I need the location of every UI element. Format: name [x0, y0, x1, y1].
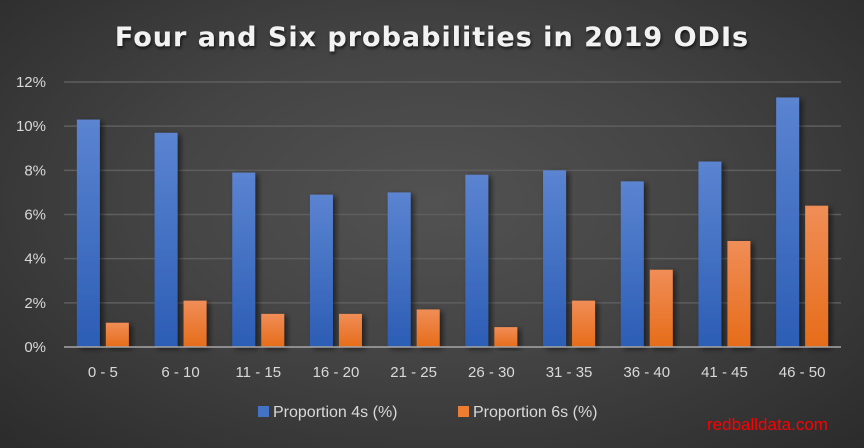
y-tick-label: 0%: [24, 339, 46, 356]
bar-4s: [543, 170, 567, 347]
y-tick-label: 8%: [24, 162, 46, 179]
y-tick-label: 10%: [16, 118, 46, 135]
y-tick-label: 6%: [24, 207, 46, 224]
x-tick-label: 36 - 40: [623, 364, 670, 381]
legend-label-4s: Proportion 4s (%): [273, 404, 398, 421]
bar-6s: [494, 327, 518, 347]
legend-label-6s: Proportion 6s (%): [473, 404, 598, 421]
x-tick-label: 16 - 20: [313, 364, 360, 381]
bar-4s: [232, 172, 256, 347]
bars: [76, 97, 829, 348]
x-tick-label: 41 - 45: [701, 364, 748, 381]
bar-4s: [154, 132, 178, 347]
legend-swatch-4s: [258, 406, 269, 417]
bar-4s: [76, 119, 100, 348]
bar-6s: [572, 300, 596, 347]
y-axis-ticks: 0% 2% 4% 6% 8% 10% 12%: [16, 74, 46, 356]
bar-6s: [416, 309, 440, 347]
gridlines: [64, 81, 841, 304]
legend-swatch-6s: [458, 406, 469, 417]
bar-6s: [338, 313, 362, 347]
bar-4s: [698, 161, 722, 347]
bar-4s: [776, 97, 800, 347]
x-tick-label: 31 - 35: [546, 364, 593, 381]
x-axis-ticks: 0 - 5 6 - 10 11 - 15 16 - 20 21 - 25 26 - 30 3…: [88, 364, 826, 381]
y-tick-label: 2%: [24, 295, 46, 312]
x-tick-label: 0 - 5: [88, 364, 118, 381]
bar-6s: [183, 300, 207, 347]
bar-4s: [620, 181, 644, 347]
x-tick-label: 26 - 30: [468, 364, 515, 381]
bar-4s: [309, 194, 333, 347]
y-tick-label: 12%: [16, 74, 46, 91]
y-tick-label: 4%: [24, 251, 46, 268]
x-tick-label: 21 - 25: [390, 364, 437, 381]
watermark: redballdata.com: [707, 415, 828, 434]
bar-4s: [465, 174, 489, 347]
bar-6s: [727, 241, 751, 347]
x-tick-label: 6 - 10: [161, 364, 199, 381]
bar-6s: [805, 205, 829, 347]
x-tick-label: 46 - 50: [779, 364, 826, 381]
bar-6s: [649, 269, 673, 347]
bar-6s: [261, 313, 285, 347]
bar-6s: [105, 322, 129, 347]
legend: Proportion 4s (%) Proportion 6s (%): [258, 404, 598, 421]
chart-title: Four and Six probabilities in 2019 ODIs: [115, 22, 749, 53]
bar-4s: [387, 192, 411, 347]
x-tick-label: 11 - 15: [235, 364, 281, 381]
